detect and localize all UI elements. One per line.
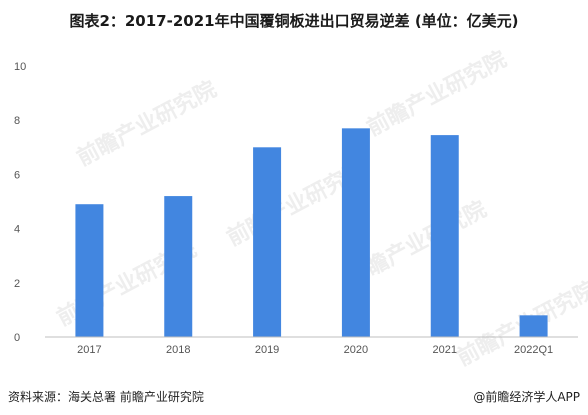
- bar-2017: [75, 204, 104, 337]
- bar-2021: [430, 135, 459, 337]
- bar-2022Q1: [519, 315, 548, 337]
- y-axis-ticks: 0 2 4 6 8 10: [14, 61, 26, 344]
- x-tick-label: 2020: [344, 344, 368, 356]
- watermark-text: 前瞻产业研究院: [73, 76, 221, 171]
- x-tick-label: 2018: [166, 344, 190, 356]
- x-tick-label: 2017: [77, 344, 101, 356]
- chart-title: 图表2：2017-2021年中国覆铜板进出口贸易逆差 (单位：亿美元): [69, 12, 519, 30]
- y-tick-label: 10: [14, 61, 26, 73]
- watermark-text: 前瞻产业研究院: [363, 46, 511, 141]
- bar-2020: [341, 128, 370, 337]
- brand-credit: @前瞻经济学人APP: [473, 390, 580, 404]
- x-tick-label: 2021: [433, 344, 457, 356]
- y-tick-label: 2: [14, 278, 20, 290]
- x-tick-label: 2019: [255, 344, 279, 356]
- y-tick-label: 6: [14, 169, 20, 181]
- source-note: 资料来源：海关总署 前瞻产业研究院: [8, 390, 204, 404]
- y-tick-label: 4: [14, 224, 20, 236]
- bar-2018: [164, 196, 193, 337]
- x-tick-label: 2022Q1: [514, 344, 553, 356]
- y-tick-label: 8: [14, 115, 20, 127]
- watermarks: 前瞻产业研究院前瞻产业研究院前瞻产业研究院前瞻产业研究院前瞻产业研究院前瞻产业研…: [53, 46, 588, 371]
- y-tick-label: 0: [14, 332, 20, 344]
- x-axis-ticks: 2017 2018 2019 2020 2021 2022Q1: [77, 344, 553, 356]
- bar-2019: [253, 147, 282, 337]
- bars: [75, 128, 548, 337]
